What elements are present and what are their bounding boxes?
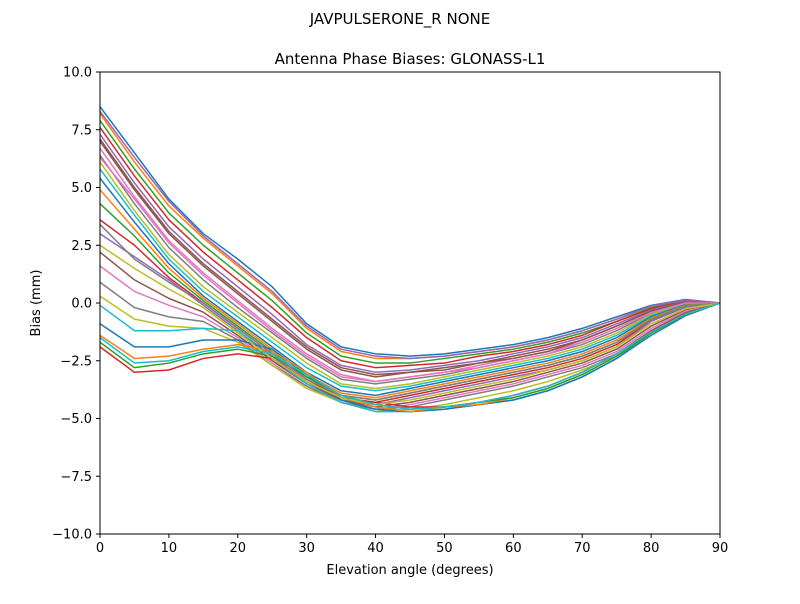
y-axis-ticks: −10.0 −7.5 −5.0 −2.5 0.0 2.5 5.0 7.5 10.0 — [52, 66, 100, 543]
series-line — [99, 154, 720, 385]
x-tick-label: 90 — [712, 541, 729, 556]
figure-suptitle: JAVPULSERONE_R NONE — [309, 10, 491, 28]
y-tick-label: −10.0 — [52, 528, 92, 543]
series-line — [99, 251, 721, 408]
series-line — [99, 110, 721, 360]
x-tick-label: 30 — [298, 541, 315, 556]
y-tick-label: −5.0 — [60, 412, 92, 427]
series-line — [99, 161, 721, 390]
series-line — [99, 156, 720, 383]
series-line — [99, 219, 721, 404]
series-line — [99, 106, 721, 357]
series-line — [99, 223, 721, 401]
x-axis-label: Elevation angle (degrees) — [326, 563, 493, 578]
y-axis-label: Bias (mm) — [29, 270, 44, 337]
x-tick-label: 60 — [505, 541, 522, 556]
plot-lines — [99, 106, 721, 413]
series-line — [99, 189, 721, 399]
series-line — [99, 302, 721, 411]
chart-title: Antenna Phase Biases: GLONASS-L1 — [275, 50, 546, 68]
series-line — [99, 244, 721, 406]
series-line — [99, 133, 721, 374]
x-tick-label: 10 — [161, 541, 178, 556]
x-tick-label: 50 — [436, 541, 453, 556]
series-line — [99, 265, 721, 411]
y-tick-label: 10.0 — [63, 66, 92, 81]
x-tick-label: 40 — [367, 541, 384, 556]
series-line — [99, 127, 721, 369]
x-tick-label: 80 — [643, 541, 660, 556]
y-tick-label: −2.5 — [60, 354, 92, 369]
y-tick-label: −7.5 — [60, 470, 92, 485]
x-tick-label: 0 — [96, 541, 104, 556]
series-line — [99, 168, 721, 392]
y-tick-label: 2.5 — [71, 239, 92, 254]
plot-frame — [99, 71, 721, 535]
x-tick-label: 70 — [574, 541, 591, 556]
y-tick-label: 7.5 — [71, 123, 92, 138]
y-tick-label: 5.0 — [71, 181, 92, 196]
series-line — [99, 177, 721, 397]
y-tick-label: 0.0 — [71, 297, 92, 312]
x-axis-ticks: 0 10 20 30 40 50 60 70 80 90 — [96, 534, 728, 556]
series-line — [99, 138, 721, 376]
x-tick-label: 20 — [230, 541, 247, 556]
